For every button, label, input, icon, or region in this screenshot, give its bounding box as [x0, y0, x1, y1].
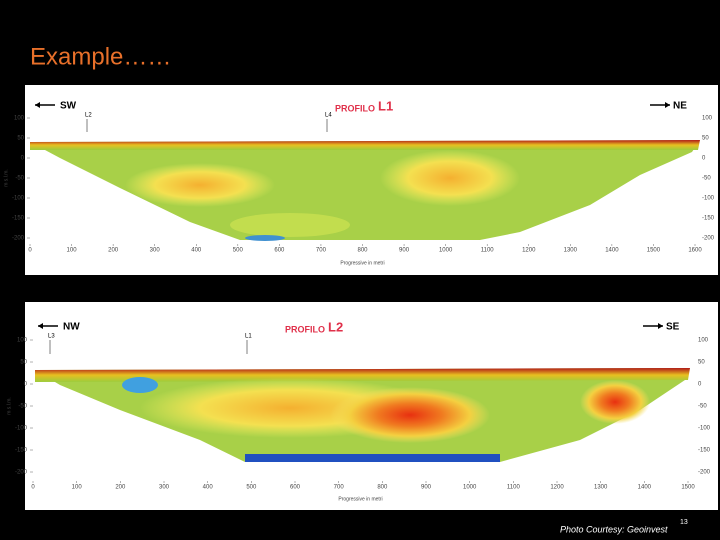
x-tick-label: 500	[233, 248, 244, 254]
anomaly	[380, 150, 520, 206]
direction-right: NE	[673, 101, 687, 112]
x-axis-title: Progressive in metri	[338, 496, 382, 502]
y-tick-label: -200	[698, 470, 711, 476]
x-tick-label: 600	[290, 485, 301, 491]
x-tick-label: 1500	[681, 485, 695, 491]
x-axis-title: Progressive in metri	[340, 260, 384, 266]
anomaly	[230, 213, 350, 237]
anomaly	[125, 163, 275, 207]
y-tick-label: -50	[702, 176, 711, 182]
x-tick-label: 1000	[439, 248, 453, 254]
y-tick-label: -150	[12, 216, 25, 222]
x-tick-label: 300	[159, 485, 170, 491]
marker-label: L4	[325, 113, 332, 119]
profile-title: PROFILO	[285, 324, 325, 334]
direction-left: NW	[63, 322, 80, 333]
x-tick-label: 400	[191, 248, 202, 254]
y-tick-label: 50	[702, 136, 709, 142]
marker-label: L3	[48, 334, 55, 340]
x-tick-label: 600	[274, 248, 285, 254]
y-axis-title: m s.l.m.	[3, 169, 9, 187]
x-tick-label: 1400	[605, 248, 619, 254]
x-tick-label: 1300	[564, 248, 578, 254]
marker-label: L1	[245, 334, 252, 340]
y-tick-label: 0	[698, 382, 702, 388]
profile-title: PROFILO	[335, 103, 375, 113]
y-tick-label: 0	[702, 156, 706, 162]
arrow-head	[35, 102, 40, 108]
y-tick-label: -150	[15, 448, 28, 454]
y-tick-label: -50	[18, 404, 27, 410]
arrow-head	[38, 323, 43, 329]
x-tick-label: 1100	[481, 248, 495, 254]
y-tick-label: 100	[698, 338, 709, 344]
y-tick-label: 0	[24, 382, 28, 388]
y-tick-label: -100	[698, 426, 711, 432]
section-surface	[35, 368, 690, 382]
y-tick-label: -200	[15, 470, 28, 476]
page-number: 13	[680, 519, 688, 526]
x-tick-label: 800	[377, 485, 388, 491]
x-tick-label: 100	[72, 485, 83, 491]
y-tick-label: 100	[14, 116, 25, 122]
x-tick-label: 100	[67, 248, 78, 254]
credit: Photo Courtesy: Geoinvest	[560, 524, 668, 534]
anomaly	[122, 377, 158, 393]
y-tick-label: -200	[12, 236, 25, 242]
x-tick-label: 200	[115, 485, 126, 491]
x-tick-label: 1600	[688, 248, 702, 254]
y-tick-label: -150	[702, 216, 715, 222]
anomaly	[245, 454, 500, 462]
x-tick-label: 200	[108, 248, 119, 254]
x-tick-label: 0	[31, 485, 35, 491]
y-tick-label: -200	[702, 236, 715, 242]
x-tick-label: 400	[203, 485, 214, 491]
y-tick-label: -100	[12, 196, 25, 202]
x-tick-label: 500	[246, 485, 257, 491]
x-tick-label: 900	[421, 485, 432, 491]
y-tick-label: -100	[702, 196, 715, 202]
y-tick-label: -50	[15, 176, 24, 182]
y-tick-label: 50	[20, 360, 27, 366]
y-tick-label: 100	[702, 116, 713, 122]
slide-title: Example……	[30, 43, 171, 70]
y-tick-label: 50	[17, 136, 24, 142]
x-tick-label: 700	[334, 485, 345, 491]
direction-left: SW	[60, 101, 77, 112]
y-tick-label: 0	[21, 156, 25, 162]
anomaly	[330, 387, 490, 443]
y-tick-label: 50	[698, 360, 705, 366]
anomaly	[245, 235, 285, 241]
profile-id: L1	[378, 98, 393, 113]
section-surface	[30, 140, 700, 150]
x-tick-label: 900	[399, 248, 410, 254]
x-tick-label: 1500	[647, 248, 661, 254]
x-tick-label: 1000	[463, 485, 477, 491]
direction-right: SE	[666, 322, 680, 333]
arrow-head	[665, 102, 670, 108]
x-tick-label: 0	[28, 248, 32, 254]
x-tick-label: 1300	[594, 485, 608, 491]
x-tick-label: 1200	[522, 248, 536, 254]
x-tick-label: 700	[316, 248, 327, 254]
x-tick-label: 300	[150, 248, 161, 254]
x-tick-label: 1400	[638, 485, 652, 491]
y-tick-label: -100	[15, 426, 28, 432]
y-tick-label: 100	[17, 338, 28, 344]
arrow-head	[658, 323, 663, 329]
y-axis-title: m s.l.m.	[6, 397, 12, 415]
x-tick-label: 1200	[550, 485, 564, 491]
x-tick-label: 800	[357, 248, 368, 254]
y-tick-label: -150	[698, 448, 711, 454]
marker-label: L2	[85, 113, 92, 119]
x-tick-label: 1100	[507, 485, 521, 491]
y-tick-label: -50	[698, 404, 707, 410]
profile-id: L2	[328, 319, 343, 334]
anomaly	[580, 380, 650, 424]
